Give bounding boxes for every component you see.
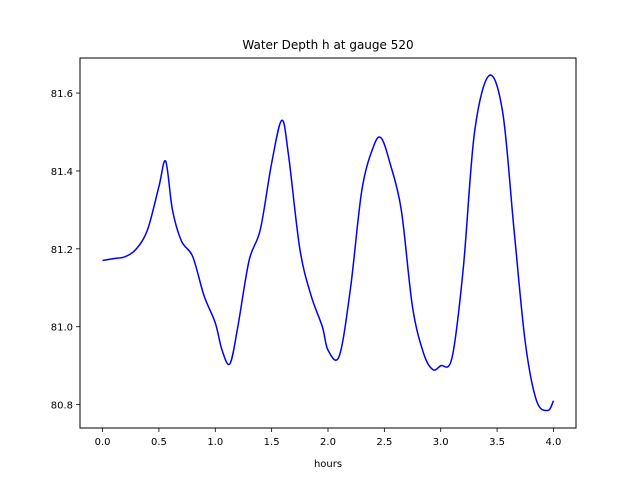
x-tick-label: 0.5 [151,437,167,448]
chart-title: Water Depth h at gauge 520 [242,38,413,52]
y-tick-label: 80.8 [51,401,73,412]
series-line [102,74,555,412]
x-axis: 0.0 0.5 1.0 1.5 2.0 2.5 3.0 3.5 4.0 [95,428,562,448]
x-tick-label: 1.0 [207,437,223,448]
y-axis: 80.8 81.0 81.2 81.4 81.6 [51,89,80,412]
x-tick-label: 3.5 [489,437,505,448]
plot-area [102,74,555,412]
x-tick-label: 2.5 [376,437,392,448]
y-tick-label: 81.4 [51,167,73,178]
x-tick-label: 0.0 [95,437,111,448]
x-tick-label: 3.0 [433,437,449,448]
x-axis-label: hours [314,459,342,470]
x-tick-label: 4.0 [546,437,562,448]
y-tick-label: 81.0 [51,323,73,334]
x-tick-label: 1.5 [264,437,280,448]
x-tick-label: 2.0 [320,437,336,448]
axes-frame [79,57,577,429]
y-tick-label: 81.2 [51,245,73,256]
y-tick-label: 81.6 [51,89,73,100]
